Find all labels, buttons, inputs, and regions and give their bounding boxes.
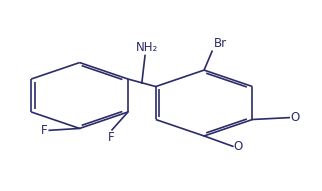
Text: F: F [108,131,115,144]
Text: O: O [234,140,243,153]
Text: F: F [41,124,48,137]
Text: NH₂: NH₂ [136,41,158,54]
Text: O: O [290,111,299,124]
Text: Br: Br [214,37,227,50]
